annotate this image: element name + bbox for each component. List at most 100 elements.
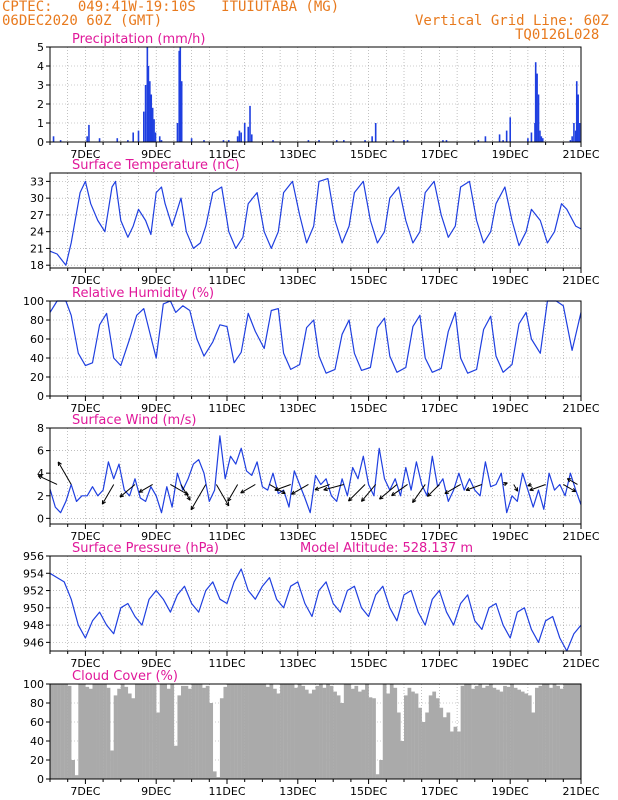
wind-arrow-head <box>323 489 328 492</box>
cloud-bar <box>216 777 221 779</box>
precip-bar <box>537 94 540 142</box>
model-code: TQ0126L028 <box>515 27 600 43</box>
cloud-bar <box>212 771 217 779</box>
cloud-bar <box>545 684 550 779</box>
cloud-bar <box>368 697 373 779</box>
cloud-bar <box>311 689 316 779</box>
precip-bar <box>86 136 88 142</box>
cloud-bar <box>322 687 327 779</box>
wind-arrow-head <box>361 499 366 502</box>
precip-bar <box>158 136 161 142</box>
cloud-bar <box>308 693 313 779</box>
series-line <box>49 435 582 514</box>
plot-area <box>50 173 581 268</box>
cloud-bar <box>301 685 306 779</box>
x-tick-label: 9DEC <box>141 530 171 543</box>
cloud-bar <box>407 687 412 779</box>
x-tick-label: 9DEC <box>141 785 171 798</box>
cloud-bar <box>439 707 444 779</box>
cloud-bar <box>53 684 58 779</box>
x-tick-label: 11DEC <box>208 657 245 670</box>
precip-bar <box>571 136 573 142</box>
cloud-bar <box>542 684 546 779</box>
cloud-bar <box>113 695 118 779</box>
cloud-bar <box>386 693 391 779</box>
cloud-bar <box>524 693 529 779</box>
precip-bar <box>272 140 274 142</box>
cloud-bar <box>248 684 252 779</box>
cloud-bar <box>343 684 348 779</box>
cloud-bar <box>326 684 330 779</box>
wind-arrow-head <box>379 497 384 500</box>
cloud-bar <box>517 689 522 779</box>
wind-arrow <box>215 484 230 507</box>
cloud-bar <box>389 684 394 779</box>
cloud-bar <box>340 703 345 779</box>
y-tick-label: 24 <box>30 226 44 239</box>
cloud-bar <box>290 684 295 779</box>
cloud-bar <box>556 685 560 779</box>
cloud-bar <box>280 684 284 779</box>
cloud-bar <box>304 689 309 779</box>
x-tick-label: 7DEC <box>70 148 100 161</box>
cloud-bar <box>538 685 543 779</box>
cloud-bar <box>400 741 405 779</box>
cloud-bar <box>446 712 451 779</box>
wind-arrow <box>190 484 207 511</box>
x-tick-label: 13DEC <box>279 402 316 415</box>
precip-bar <box>137 130 140 142</box>
x-tick-label: 7DEC <box>70 657 100 670</box>
x-tick-label: 21DEC <box>562 785 599 798</box>
x-tick-label: 19DEC <box>492 148 529 161</box>
cloud-bar <box>347 684 352 779</box>
wind-arrow <box>170 484 189 496</box>
cloud-bar <box>319 684 323 779</box>
series-line <box>49 568 582 652</box>
cloud-bar <box>350 688 355 779</box>
cloud-bar <box>474 685 479 779</box>
cloud-bar <box>138 684 143 779</box>
x-tick-label: 9DEC <box>141 657 171 670</box>
y-tick-label: 2 <box>37 98 44 111</box>
precip-bar <box>179 47 182 142</box>
cloud-bar <box>570 684 575 779</box>
precip-bar <box>203 140 205 142</box>
cloud-bar <box>297 684 302 779</box>
y-tick-label: 33 <box>30 175 44 188</box>
cloud-bar <box>149 684 153 779</box>
x-tick-label: 11DEC <box>208 530 245 543</box>
cloud-bar <box>170 684 175 779</box>
y-tick-label: 3 <box>37 79 44 92</box>
wind-arrow-head <box>379 495 382 500</box>
y-tick-label: 20 <box>30 754 44 767</box>
cloud-bar <box>478 684 483 779</box>
y-tick-label: 40 <box>30 352 44 365</box>
precip-bar <box>132 132 134 142</box>
panel-title: Surface Temperature (nC) <box>72 158 240 173</box>
precip-bar <box>250 134 253 142</box>
precip-bar <box>403 140 405 142</box>
precip-bar <box>147 66 150 142</box>
wind-arrow-head <box>348 497 351 502</box>
wind-arrow-head <box>119 493 123 498</box>
precip-bar <box>146 47 149 142</box>
panel-title: Surface Wind (m/s) <box>72 413 196 428</box>
cloud-bar <box>382 684 387 779</box>
x-tick-label: 7DEC <box>70 785 100 798</box>
cloud-bar <box>393 687 398 779</box>
wind-arrow-head <box>412 500 417 504</box>
precip-bar <box>534 62 537 143</box>
panel-5: 0 20 40 60 80 100 7DEC 9DEC 11DEC 13DEC 15DEC 17DEC… <box>23 669 600 798</box>
cloud-bar <box>428 695 433 779</box>
precip-bar <box>176 123 179 142</box>
x-tick-label: 7DEC <box>70 530 100 543</box>
x-tick-label: 17DEC <box>421 657 458 670</box>
x-tick-label: 19DEC <box>492 274 529 287</box>
cloud-bar <box>251 684 256 779</box>
cloud-bar <box>209 703 214 779</box>
cloud-bar <box>223 686 228 779</box>
x-tick-label: 17DEC <box>421 402 458 415</box>
wind-arrow <box>513 484 519 492</box>
wind-arrow <box>444 484 461 495</box>
